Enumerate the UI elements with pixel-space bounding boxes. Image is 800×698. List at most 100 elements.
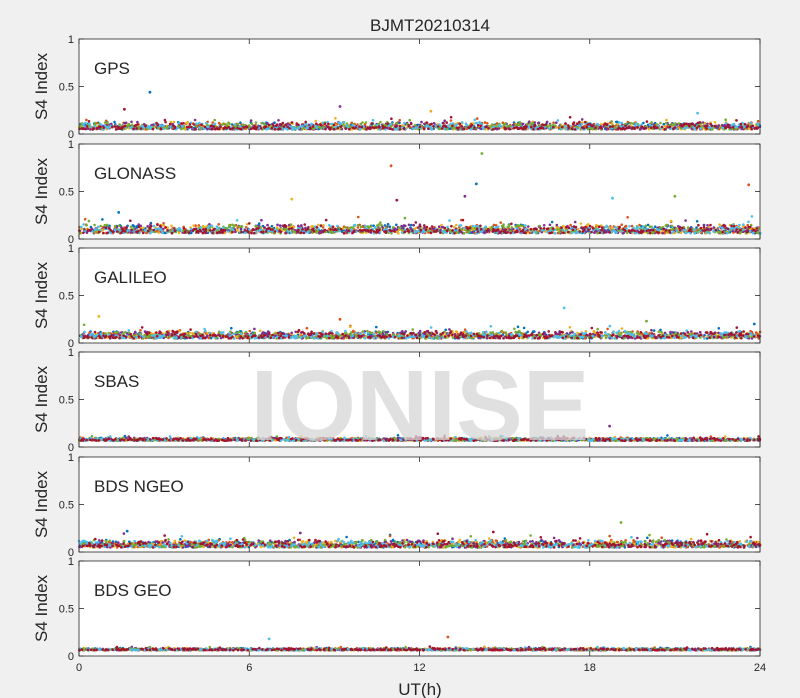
- data-point: [728, 126, 732, 129]
- data-point: [259, 127, 263, 130]
- data-point: [579, 222, 583, 225]
- data-point: [411, 229, 414, 233]
- data-point: [342, 231, 346, 235]
- data-point: [553, 124, 557, 127]
- data-point: [232, 126, 235, 130]
- data-point: [690, 230, 693, 233]
- data-point: [388, 127, 392, 130]
- data-point: [130, 228, 133, 232]
- chart-title: BJMT20210314: [370, 16, 490, 35]
- data-point: [443, 226, 447, 230]
- data-point: [553, 232, 557, 235]
- data-point: [567, 126, 571, 129]
- data-point: [293, 230, 297, 234]
- data-point: [601, 226, 604, 229]
- data-point: [101, 228, 105, 232]
- data-point: [583, 228, 586, 231]
- data-point: [414, 123, 417, 127]
- data-point: [211, 121, 214, 124]
- data-point: [359, 225, 363, 229]
- data-point: [735, 125, 739, 128]
- data-point: [626, 120, 630, 124]
- data-point: [275, 123, 279, 126]
- data-point: [260, 218, 263, 222]
- data-point: [616, 123, 619, 126]
- data-point: [226, 226, 229, 230]
- data-point: [665, 229, 668, 232]
- data-point: [309, 127, 312, 131]
- data-point: [354, 126, 358, 129]
- data-point: [535, 227, 538, 231]
- data-point: [660, 125, 664, 129]
- data-point: [395, 122, 399, 125]
- data-point: [124, 226, 128, 230]
- data-point: [144, 229, 148, 233]
- data-point: [578, 230, 581, 233]
- data-point: [746, 230, 749, 233]
- data-point: [311, 227, 315, 231]
- data-point: [351, 226, 355, 229]
- data-point: [688, 124, 691, 128]
- data-point: [442, 121, 445, 125]
- data-point: [435, 228, 439, 232]
- data-point: [113, 125, 117, 128]
- data-point: [561, 125, 564, 129]
- data-point: [270, 127, 274, 130]
- data-point: [662, 227, 665, 231]
- data-point: [713, 121, 717, 124]
- data-point: [706, 224, 709, 227]
- data-point: [184, 230, 187, 233]
- data-point: [245, 125, 249, 129]
- data-point: [541, 126, 545, 130]
- data-point: [339, 228, 343, 231]
- data-point: [358, 125, 361, 128]
- data-point: [550, 220, 554, 224]
- data-point: [587, 228, 590, 232]
- data-point: [169, 125, 172, 129]
- data-point: [690, 122, 694, 125]
- data-point: [227, 230, 230, 233]
- data-point: [236, 228, 239, 232]
- data-point: [485, 125, 488, 129]
- data-point: [409, 122, 413, 126]
- data-point: [156, 126, 160, 130]
- data-point: [614, 226, 617, 229]
- data-point: [640, 125, 644, 128]
- data-point: [480, 227, 483, 231]
- data-point: [378, 126, 381, 129]
- data-point: [352, 230, 356, 233]
- data-point: [203, 230, 207, 233]
- data-point: [83, 217, 87, 221]
- data-point: [451, 124, 454, 128]
- data-point: [608, 125, 612, 129]
- data-point: [126, 229, 129, 233]
- data-point: [584, 120, 587, 124]
- data-point: [240, 230, 243, 234]
- data-point: [670, 224, 674, 228]
- data-point: [624, 224, 628, 228]
- data-point: [408, 118, 412, 122]
- data-point: [702, 226, 706, 229]
- data-point: [718, 225, 722, 229]
- data-point: [479, 127, 483, 131]
- data-point: [412, 223, 416, 227]
- data-point: [701, 229, 704, 232]
- data-point: [634, 231, 637, 235]
- data-point: [403, 216, 407, 220]
- data-point: [282, 125, 286, 128]
- data-point: [154, 228, 158, 231]
- data-point: [323, 122, 327, 126]
- data-point: [505, 125, 509, 129]
- data-point: [386, 122, 390, 125]
- data-point: [139, 228, 143, 231]
- data-point: [664, 122, 668, 125]
- data-point: [695, 220, 699, 223]
- data-point: [104, 226, 108, 230]
- data-point: [712, 226, 716, 229]
- data-point: [389, 124, 393, 128]
- data-point: [663, 125, 667, 128]
- data-point: [85, 125, 89, 128]
- data-point: [336, 127, 340, 130]
- data-point: [266, 121, 269, 125]
- data-point: [585, 125, 589, 129]
